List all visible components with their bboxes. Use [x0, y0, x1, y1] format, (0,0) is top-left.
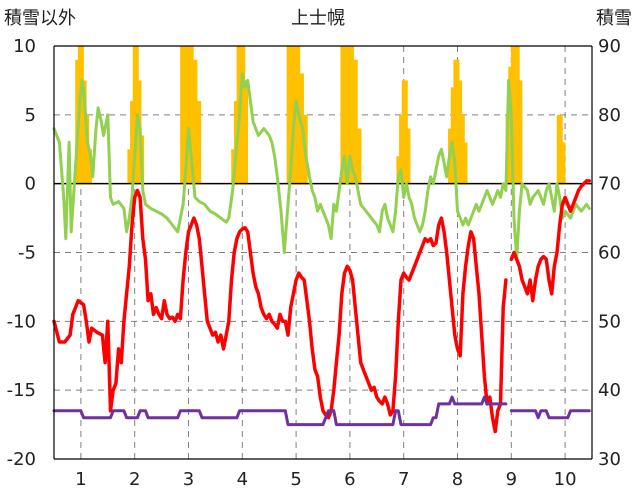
x-tick-labels: 1 2 3 4 5 6 7 8 9 10: [75, 469, 576, 490]
snow-bar: [187, 46, 194, 184]
snow-bar: [286, 46, 293, 184]
snow-bar: [347, 46, 354, 184]
series-line-2: [52, 188, 508, 434]
series-line-5: [509, 409, 591, 420]
x-tick-label: 6: [344, 469, 355, 490]
right-tick-label: 90: [598, 36, 621, 57]
snow-bar: [294, 46, 301, 184]
left-tick-label: -10: [7, 311, 36, 332]
left-tick-label: 5: [25, 105, 36, 126]
x-tick-label: 5: [290, 469, 301, 490]
snow-bar: [516, 80, 523, 184]
left-tick-label: -20: [7, 449, 36, 470]
x-tick-label: 1: [75, 469, 86, 490]
x-tick-label: 10: [554, 469, 577, 490]
left-tick-label: -15: [7, 380, 36, 401]
snow-bar: [344, 46, 351, 184]
snow-bar: [355, 128, 362, 184]
snow-bar: [195, 101, 202, 184]
x-tick-label: 3: [183, 469, 194, 490]
left-tick-label: -5: [18, 243, 36, 264]
x-tick-label: 2: [129, 469, 140, 490]
right-tick-label: 70: [598, 174, 621, 195]
x-tick-label: 7: [398, 469, 409, 490]
snow-bar: [191, 59, 198, 184]
right-tick-label: 40: [598, 380, 621, 401]
chart-title: 上士幌: [291, 8, 345, 29]
snow-bar: [180, 46, 187, 184]
x-tick-label: 4: [237, 469, 248, 490]
snow-bar: [404, 128, 411, 184]
right-tick-labels: 90 80 70 60 50 40 30: [598, 36, 621, 470]
snow-bar: [241, 80, 248, 184]
left-tick-labels: 10 5 0 -5 -10 -15 -20: [7, 36, 36, 470]
snow-bar: [351, 59, 358, 184]
snow-bar: [135, 80, 142, 184]
series-line-4: [52, 395, 508, 427]
snow-bar: [297, 73, 304, 184]
snow-bar: [183, 46, 190, 184]
snow-bar: [340, 46, 347, 184]
right-tick-label: 60: [598, 243, 621, 264]
x-tick-label: 9: [506, 469, 517, 490]
plot-frame: [53, 45, 593, 460]
x-tick-label: 8: [452, 469, 463, 490]
left-axis-label: 積雪以外: [4, 8, 76, 29]
series-line-3: [509, 179, 592, 303]
series-lines: [52, 72, 592, 434]
left-tick-label: 10: [13, 36, 36, 57]
right-tick-label: 50: [598, 311, 621, 332]
series-line-1: [52, 72, 591, 261]
right-tick-label: 80: [598, 105, 621, 126]
left-tick-label: 0: [25, 174, 36, 195]
snow-bar: [559, 142, 566, 184]
snow-bar: [461, 142, 468, 184]
right-axis-label: 積雪: [596, 8, 632, 29]
right-tick-label: 30: [598, 449, 621, 470]
snow-bar: [85, 149, 92, 184]
